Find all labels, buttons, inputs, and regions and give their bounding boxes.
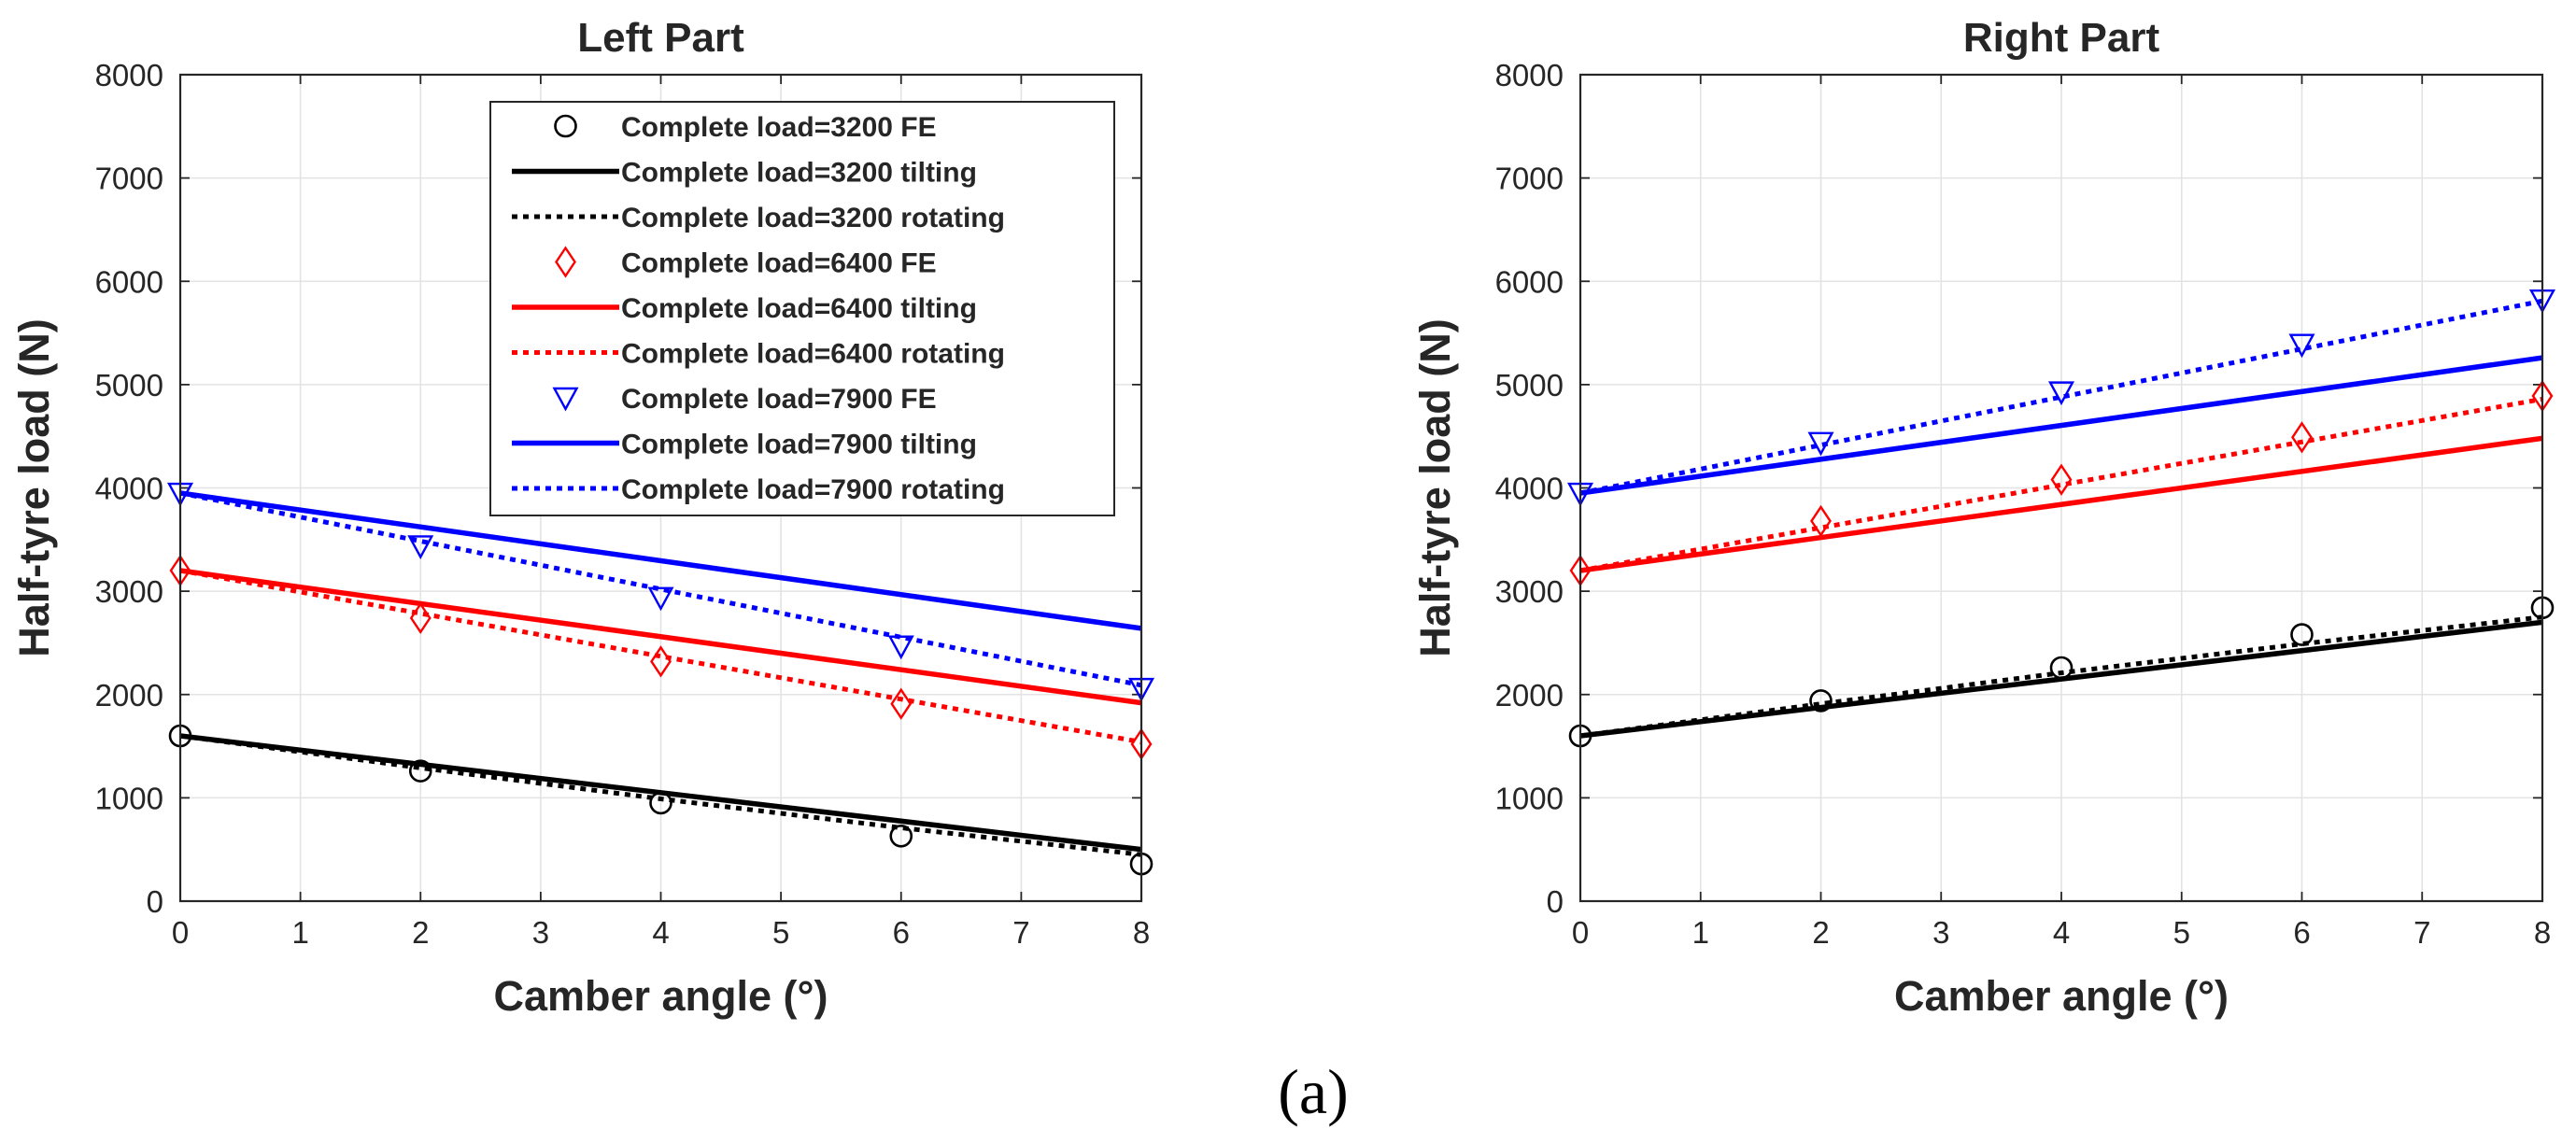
x-tick-label: 0 (172, 915, 189, 950)
data-point-1-3 (2049, 656, 2074, 680)
y-tick-label: 6000 (1495, 264, 1564, 299)
x-axis-label: Camber angle (°) (1894, 972, 2229, 1020)
y-axis-label: Half-tyre load (N) (1411, 318, 1459, 657)
chart-panel-2: 0 1 2 3 4 5 6 7 8 0 1000 2000 3000 4000 5000 6000 7000 80… (1411, 15, 2556, 1020)
y-tick-label: 5000 (1495, 368, 1564, 402)
y-tick-label: 3000 (1495, 574, 1564, 609)
x-tick-label: 1 (1692, 915, 1709, 950)
legend-label: Complete load=7900 rotating (621, 474, 1005, 505)
x-axis-label: Camber angle (°) (493, 972, 828, 1020)
series-line-5 (180, 568, 1141, 706)
chart-title: Right Part (1963, 15, 2160, 61)
axes-frame (178, 73, 1143, 903)
x-tick-label: 5 (772, 915, 789, 950)
y-tick-label: 5000 (95, 368, 163, 402)
legend-label: Complete load=3200 rotating (621, 203, 1005, 233)
series-line-3 (1580, 614, 2542, 739)
y-tick-label: 1000 (95, 781, 163, 815)
y-tick-label: 4000 (95, 472, 163, 506)
legend-label: Complete load=3200 FE (621, 112, 937, 143)
x-tick-label: 7 (2413, 915, 2430, 950)
x-tick-label: 4 (652, 915, 669, 950)
chart-title: Left Part (577, 15, 744, 61)
legend-symbol (555, 246, 576, 278)
y-tick-label: 0 (1547, 884, 1564, 919)
x-tick-label: 8 (1133, 915, 1150, 950)
data-point-7-2 (1807, 431, 1834, 457)
x-tick-label: 2 (412, 915, 429, 950)
data-point-1-2 (408, 759, 432, 783)
y-tick-label: 1000 (1495, 781, 1564, 815)
x-tick-label: 3 (1932, 915, 1949, 950)
data-point-1-2 (1809, 689, 1833, 713)
y-tick-label: 2000 (1495, 678, 1564, 713)
data-point-1-3 (649, 791, 672, 815)
legend-label: Complete load=6400 FE (621, 248, 937, 279)
data-point-1-4 (889, 825, 913, 848)
x-tick-label: 5 (2173, 915, 2190, 950)
series-line-8 (180, 490, 1141, 631)
data-point-7-2 (407, 535, 434, 559)
axes-frame (1578, 73, 2544, 903)
data-point-4-3 (2050, 463, 2073, 496)
x-tick-label: 6 (2293, 915, 2310, 950)
y-tick-label: 6000 (95, 264, 163, 299)
data-point-4-2 (409, 601, 432, 635)
legend-label: Complete load=7900 tilting (621, 430, 977, 460)
x-tick-label: 7 (1012, 915, 1029, 950)
y-tick-label: 2000 (95, 678, 163, 713)
y-tick-label: 3000 (95, 574, 163, 609)
y-tick-label: 4000 (1495, 472, 1564, 506)
legend-symbol (554, 114, 577, 138)
figure-caption: (a) (1278, 1056, 1348, 1127)
chart-panel-1: 0 1 2 3 4 5 6 7 8 0 1000 2000 3000 4000 5000 6000 7000 80… (10, 15, 1155, 1020)
x-tick-label: 6 (893, 915, 910, 950)
legend-label: Complete load=3200 tilting (621, 158, 977, 189)
x-tick-label: 8 (2534, 915, 2551, 950)
legend: Complete load=3200 FE Complete load=3200 … (489, 101, 1115, 516)
data-point-4-2 (1810, 504, 1832, 538)
x-tick-label: 0 (1572, 915, 1589, 950)
data-point-7-4 (2288, 333, 2315, 359)
data-point-4-4 (2291, 421, 2313, 454)
x-tick-label: 3 (532, 915, 549, 950)
series-line-3 (180, 733, 1141, 857)
legend-symbol (552, 387, 579, 412)
series-line-5 (1580, 435, 2542, 573)
data-point-4-4 (890, 687, 913, 720)
y-tick-label: 7000 (95, 162, 163, 196)
y-tick-label: 8000 (1495, 58, 1564, 92)
x-tick-label: 2 (1812, 915, 1829, 950)
series-line-8 (1580, 355, 2542, 496)
y-tick-label: 7000 (1495, 162, 1564, 196)
data-point-7-3 (647, 586, 674, 612)
legend-label: Complete load=6400 rotating (621, 339, 1005, 370)
data-point-7-3 (2047, 381, 2075, 406)
legend-label: Complete load=7900 FE (621, 384, 937, 415)
data-point-7-4 (887, 635, 914, 660)
x-tick-label: 4 (2053, 915, 2070, 950)
data-point-4-3 (650, 645, 672, 678)
y-tick-label: 0 (147, 884, 163, 919)
y-tick-label: 8000 (95, 58, 163, 92)
data-point-1-4 (2290, 623, 2314, 646)
x-tick-label: 1 (291, 915, 308, 950)
y-axis-label: Half-tyre load (N) (10, 318, 58, 657)
legend-label: Complete load=6400 tilting (621, 293, 977, 324)
